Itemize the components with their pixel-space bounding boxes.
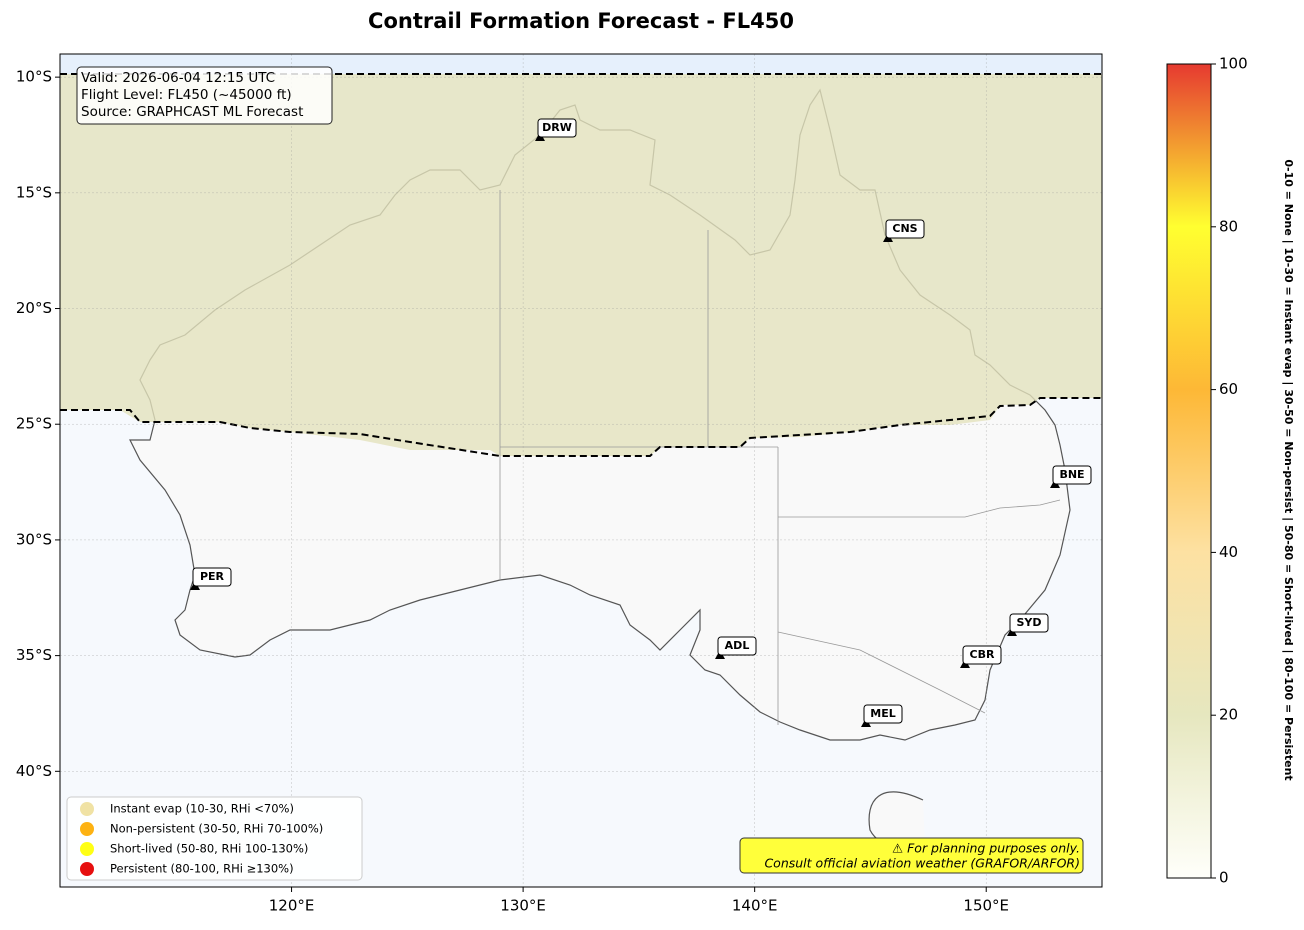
legend-swatch	[80, 862, 94, 876]
station-label-box	[537, 118, 577, 138]
colorbar-tick-label: 80	[1219, 217, 1238, 235]
legend-swatch	[80, 802, 94, 816]
colorbar-tick-label: 40	[1219, 543, 1238, 561]
contrail-shading	[60, 74, 1102, 456]
x-tick-label: 150°E	[963, 897, 1009, 915]
y-tick-label: 35°S	[16, 646, 52, 664]
station-label-box	[885, 219, 925, 239]
x-tick-label: 120°E	[269, 897, 315, 915]
colorbar-tick-label: 0	[1219, 869, 1229, 887]
state-borders	[499, 190, 1061, 725]
station-label: CNS	[892, 222, 917, 235]
colorbar-tick-label: 100	[1219, 55, 1248, 73]
station-label: CBR	[970, 648, 995, 661]
station-label: ADL	[725, 639, 750, 652]
y-tick-label: 25°S	[16, 415, 52, 433]
station-label: DRW	[542, 121, 572, 134]
legend-box	[66, 796, 363, 881]
y-tick-label: 40°S	[16, 762, 52, 780]
x-tick-label: 130°E	[500, 897, 546, 915]
colorbar-label: 0-10 = None | 10-30 = Instant evap | 30-…	[1282, 159, 1295, 780]
station-label-box	[863, 704, 903, 724]
station-label-box	[1009, 613, 1049, 633]
note-line: ⚠ For planning purposes only.	[892, 841, 1080, 856]
station-label-box	[1052, 465, 1092, 485]
y-tick-label: 10°S	[16, 68, 52, 86]
station-label: SYD	[1016, 616, 1041, 629]
info-line: Valid: 2026-06-04 12:15 UTC	[81, 70, 275, 86]
note-line: Consult official aviation weather (GRAFO…	[764, 856, 1080, 871]
contour-lower	[60, 397, 1102, 457]
y-tick-label: 15°S	[16, 183, 52, 201]
station-label-box	[717, 636, 757, 656]
legend-label: Instant evap (10-30, RHi <70%)	[110, 802, 294, 816]
x-tick-label: 140°E	[732, 897, 778, 915]
note-box	[739, 837, 1084, 874]
map-area: DRW CNS BNE PER ADL SYD CBR MEL	[60, 54, 1102, 887]
legend-label: Non-persistent (30-50, RHi 70-100%)	[110, 822, 323, 836]
station-label-box	[192, 567, 232, 587]
colorbar-tick-label: 60	[1219, 380, 1238, 398]
station-label: MEL	[870, 707, 895, 720]
legend-label: Short-lived (50-80, RHi 100-130%)	[110, 842, 308, 856]
colorbar	[1166, 63, 1212, 879]
info-line: Flight Level: FL450 (~45000 ft)	[81, 87, 292, 103]
map-frame	[59, 53, 1103, 888]
station-label: PER	[200, 570, 225, 583]
legend-swatch	[80, 842, 94, 856]
legend-swatch	[80, 822, 94, 836]
y-tick-label: 20°S	[16, 299, 52, 317]
title: Contrail Formation Forecast - FL450	[368, 9, 794, 33]
colorbar-tick-label: 20	[1219, 706, 1238, 724]
station-label: BNE	[1059, 468, 1084, 481]
legend-label: Persistent (80-100, RHi ≥130%)	[110, 862, 294, 876]
info-box	[76, 66, 333, 125]
station-label-box	[962, 645, 1002, 665]
y-tick-label: 30°S	[16, 530, 52, 548]
info-line: Source: GRAPHCAST ML Forecast	[81, 104, 303, 120]
